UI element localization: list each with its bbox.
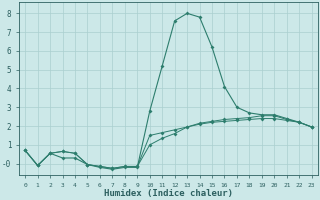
X-axis label: Humidex (Indice chaleur): Humidex (Indice chaleur) [104,189,233,198]
